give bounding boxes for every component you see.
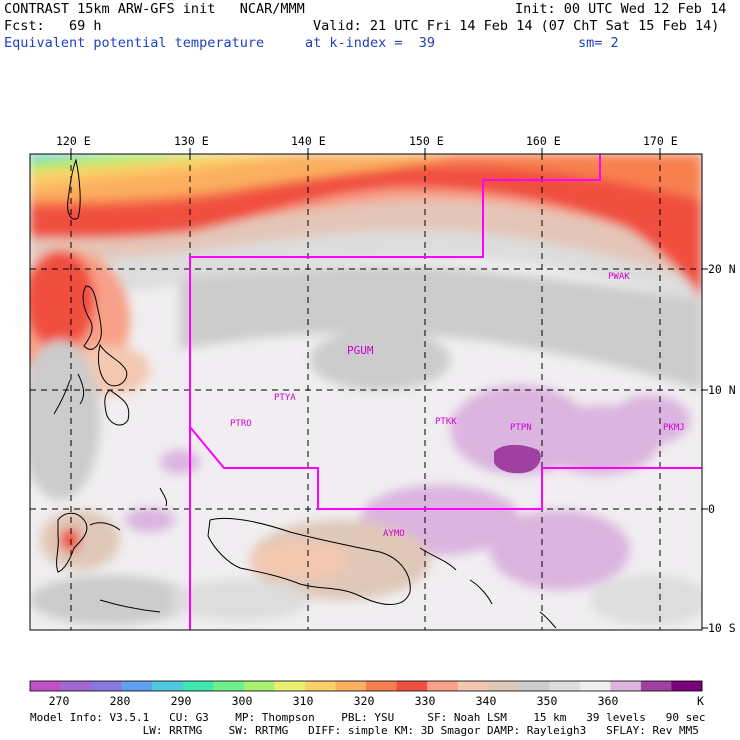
theta-e-field <box>30 154 702 630</box>
colorbar-swatch <box>335 681 367 691</box>
lat-label-10n: 10 N <box>708 383 736 397</box>
colorbar-swatch <box>30 681 62 691</box>
colorbar-swatch <box>549 681 581 691</box>
forecast-hour: Fcst: 69 h <box>4 18 102 34</box>
lat-label-10s: 10 S <box>708 621 736 635</box>
colorbar-label-350: 350 <box>536 694 558 708</box>
lon-label-170e: 170 E <box>643 134 678 148</box>
colorbar-swatch <box>121 681 153 691</box>
station-ptkk: PTKK <box>435 417 457 427</box>
colorbar-swatch <box>579 681 611 691</box>
colorbar-swatch <box>457 681 489 691</box>
lat-label-0: 0 <box>708 502 715 516</box>
valid-time: Valid: 21 UTC Fri 14 Feb 14 (07 ChT Sat … <box>313 18 720 34</box>
lon-label-150e: 150 E <box>409 134 444 148</box>
colorbar-swatch <box>182 681 214 691</box>
colorbar-label-340: 340 <box>475 694 497 708</box>
colorbar-label-360: 360 <box>597 694 619 708</box>
lon-label-140e: 140 E <box>291 134 326 148</box>
station-ptya: PTYA <box>274 393 296 403</box>
colorbar-label-320: 320 <box>353 694 375 708</box>
station-pgum: PGUM <box>347 344 374 357</box>
model-info-line1: Model Info: V3.5.1 CU: G3 MP: Thompson P… <box>30 711 706 724</box>
lon-label-120e: 120 E <box>56 134 91 148</box>
lat-label-20n: 20 N <box>708 262 736 276</box>
colorbar-swatch <box>640 681 672 691</box>
station-pkmj: PKMJ <box>663 423 685 433</box>
colorbar-label-280: 280 <box>109 694 131 708</box>
station-ptpn: PTPN <box>510 423 532 433</box>
colorbar-swatch <box>671 681 703 691</box>
axis-ticks <box>70 148 708 629</box>
colorbar-swatch <box>488 681 520 691</box>
colorbar <box>30 681 703 691</box>
colorbar-swatch <box>518 681 550 691</box>
field-name: Equivalent potential temperature <box>4 35 265 51</box>
colorbar-label-330: 330 <box>414 694 436 708</box>
colorbar-swatch <box>427 681 459 691</box>
station-aymo: AYMO <box>383 529 405 539</box>
colorbar-label-290: 290 <box>170 694 192 708</box>
colorbar-swatch <box>274 681 306 691</box>
colorbar-unit: K <box>697 694 704 708</box>
colorbar-label-310: 310 <box>292 694 314 708</box>
colorbar-label-300: 300 <box>231 694 253 708</box>
colorbar-swatch <box>60 681 92 691</box>
k-index: at k-index = 39 <box>305 35 436 51</box>
colorbar-label-270: 270 <box>48 694 70 708</box>
lon-label-160e: 160 E <box>526 134 561 148</box>
lon-label-130e: 130 E <box>174 134 209 148</box>
model-title: CONTRAST 15km ARW-GFS init NCAR/MMM <box>4 1 305 17</box>
colorbar-swatch <box>152 681 184 691</box>
region-boundary <box>189 154 702 630</box>
station-pwak: PWAK <box>608 272 630 282</box>
colorbar-swatch <box>366 681 398 691</box>
init-time: Init: 00 UTC Wed 12 Feb 14 <box>515 1 727 17</box>
station-ptro: PTRO <box>230 419 252 429</box>
colorbar-swatch <box>304 681 336 691</box>
colorbar-swatch <box>243 681 275 691</box>
model-info-line2: LW: RRTMG SW: RRTMG DIFF: simple KM: 3D … <box>30 724 699 737</box>
colorbar-swatch <box>91 681 123 691</box>
colorbar-swatch <box>396 681 428 691</box>
lat-lon-grid <box>30 154 702 630</box>
colorbar-swatch <box>213 681 245 691</box>
coastlines <box>53 158 557 629</box>
colorbar-swatch <box>610 681 642 691</box>
smoothing: sm= 2 <box>578 35 619 51</box>
map-frame <box>29 153 703 631</box>
